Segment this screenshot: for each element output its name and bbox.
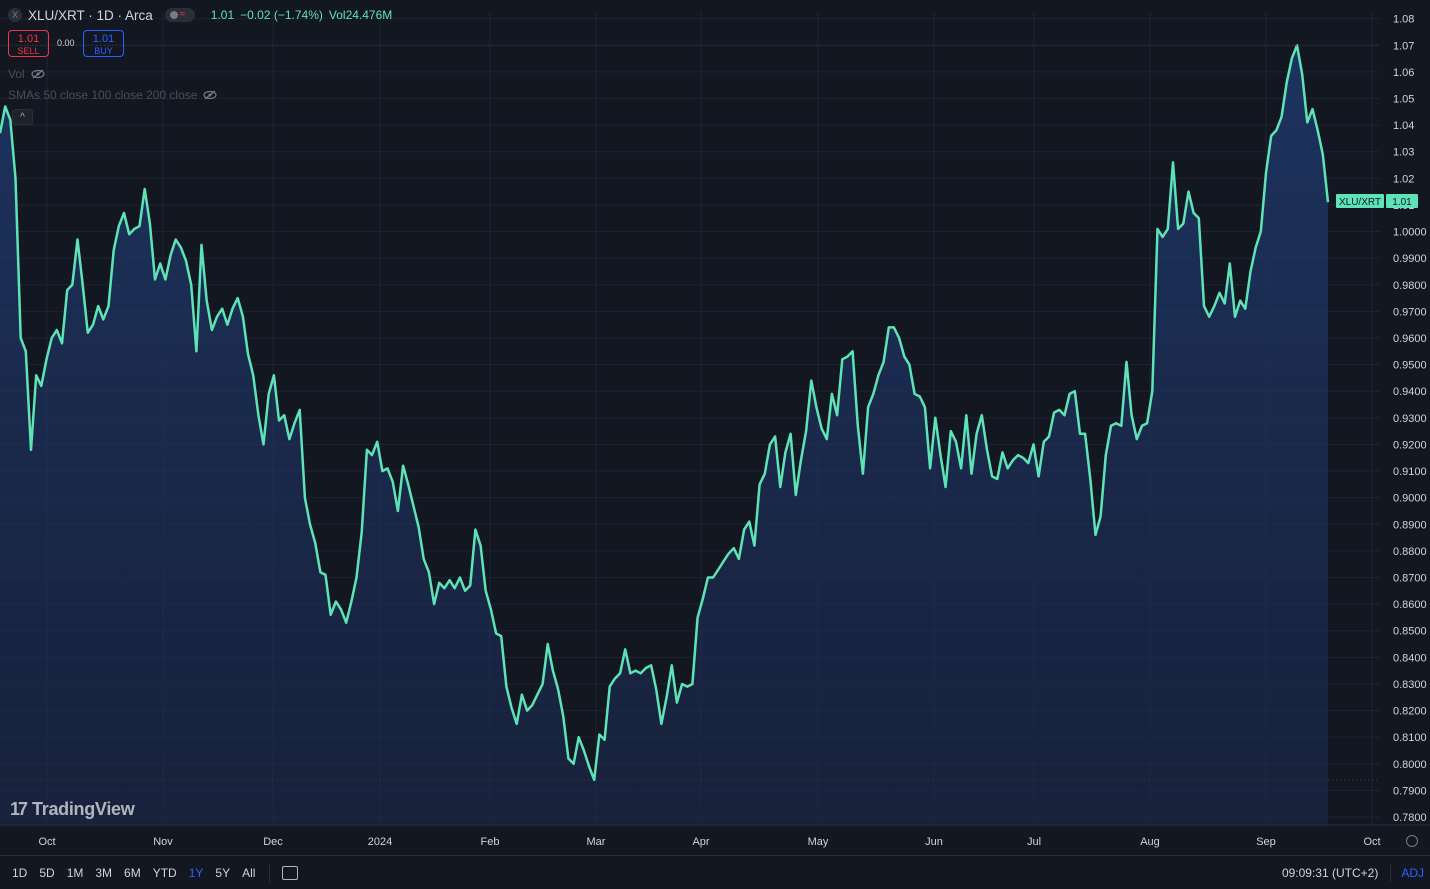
y-tick-label: 0.8500 bbox=[1393, 626, 1427, 638]
range-button-5d[interactable]: 5D bbox=[39, 865, 55, 880]
sell-price: 1.01 bbox=[17, 33, 40, 45]
buy-price: 1.01 bbox=[92, 33, 115, 45]
y-tick-label: 0.9800 bbox=[1393, 280, 1427, 292]
x-tick-label: May bbox=[808, 836, 829, 848]
x-tick-label: Aug bbox=[1140, 836, 1160, 848]
x-tick-label: Mar bbox=[587, 836, 606, 848]
data-problem-icon: ≈ bbox=[179, 9, 186, 20]
buy-button[interactable]: 1.01 BUY bbox=[83, 30, 124, 57]
indicator-smas-label: SMAs 50 close 100 close 200 close bbox=[8, 88, 198, 102]
y-tick-label: 0.9300 bbox=[1393, 413, 1427, 425]
eye-off-icon[interactable] bbox=[31, 69, 45, 79]
indicator-smas[interactable]: SMAs 50 close 100 close 200 close bbox=[8, 88, 218, 102]
range-selector: 1D 5D 1M 3M 6M YTD 1Y 5Y All bbox=[0, 866, 255, 880]
symbol-legend[interactable]: X XLU/XRT · 1D · Arca ≈ 1.01 −0.02 (−1.7… bbox=[8, 5, 392, 25]
bottom-toolbar: 1D 5D 1M 3M 6M YTD 1Y 5Y All 09:09:31 (UTC+2) AD… bbox=[0, 855, 1430, 889]
range-button-5y[interactable]: 5Y bbox=[215, 865, 231, 880]
y-tick-label: 0.9600 bbox=[1393, 333, 1427, 345]
gear-icon[interactable] bbox=[1406, 835, 1418, 847]
y-tick-label: 1.04 bbox=[1393, 120, 1414, 132]
collapse-legend-button[interactable]: ^ bbox=[12, 109, 33, 125]
indicator-vol-label: Vol bbox=[8, 67, 25, 81]
x-tick-label: Feb bbox=[481, 836, 500, 848]
y-tick-label: 0.9700 bbox=[1393, 306, 1427, 318]
x-tick-label: 2024 bbox=[368, 836, 392, 848]
y-tick-label: 0.8000 bbox=[1393, 759, 1427, 771]
range-button-ytd[interactable]: YTD bbox=[152, 865, 177, 880]
tradingview-mark-icon: 17 bbox=[10, 799, 28, 819]
x-tick-label: Apr bbox=[692, 836, 709, 848]
range-button-1m[interactable]: 1M bbox=[66, 865, 84, 880]
indicator-vol[interactable]: Vol bbox=[8, 67, 45, 81]
last-price-tag: XLU/XRT 1.01 bbox=[1336, 194, 1418, 208]
y-tick-label: 1.05 bbox=[1393, 93, 1414, 105]
x-tick-label: Oct bbox=[38, 836, 55, 848]
symbol-title[interactable]: XLU/XRT · 1D · Arca bbox=[28, 7, 153, 23]
x-tick-label: Dec bbox=[263, 836, 283, 848]
x-tick-label: Sep bbox=[1256, 836, 1276, 848]
x-tick-label: Oct bbox=[1363, 836, 1380, 848]
range-button-all[interactable]: All bbox=[242, 865, 256, 880]
range-button-6m[interactable]: 6M bbox=[124, 865, 141, 880]
y-tick-label: 0.7800 bbox=[1393, 812, 1427, 824]
x-tick-label: Jun bbox=[925, 836, 943, 848]
price-area-fill bbox=[0, 45, 1328, 826]
y-tick-label: 0.9100 bbox=[1393, 466, 1427, 478]
y-tick-label: 0.8100 bbox=[1393, 732, 1427, 744]
chevron-up-icon: ^ bbox=[20, 111, 25, 123]
y-tick-label: 0.8300 bbox=[1393, 679, 1427, 691]
eye-off-icon[interactable] bbox=[203, 90, 218, 100]
price-tag-value-bg bbox=[1386, 194, 1418, 208]
spread-value: 0.00 bbox=[57, 38, 75, 48]
x-tick-label: Nov bbox=[153, 836, 173, 848]
y-tick-label: 0.8600 bbox=[1393, 599, 1427, 611]
time-axis[interactable]: Oct Nov Dec 2024 Feb Mar Apr May Jun Jul Aug Sep Oct bbox=[38, 836, 1380, 848]
adj-toggle[interactable]: ADJ bbox=[1390, 863, 1424, 882]
y-tick-label: 0.9900 bbox=[1393, 253, 1427, 265]
divider bbox=[269, 863, 271, 882]
range-button-3m[interactable]: 3M bbox=[95, 865, 113, 880]
market-dot-icon bbox=[169, 11, 178, 19]
y-tick-label: 1.06 bbox=[1393, 67, 1414, 79]
price-tag-symbol-bg bbox=[1336, 194, 1384, 208]
symbol-logo-icon: X bbox=[8, 8, 22, 22]
x-tick-label: Jul bbox=[1027, 836, 1041, 848]
price-axis[interactable]: 1.08 1.07 1.06 1.05 1.04 1.03 1.02 1.01 1.0000 0.… bbox=[1393, 14, 1427, 824]
y-tick-label: 0.8800 bbox=[1393, 546, 1427, 558]
price-tag-value: 1.01 bbox=[1392, 197, 1412, 208]
calendar-icon[interactable] bbox=[282, 865, 299, 880]
y-tick-label: 0.8900 bbox=[1393, 519, 1427, 531]
y-tick-label: 0.9000 bbox=[1393, 493, 1427, 505]
price-tag-symbol: XLU/XRT bbox=[1339, 197, 1381, 208]
price-change: −0.02 (−1.74%) bbox=[240, 8, 323, 22]
y-tick-label: 1.07 bbox=[1393, 40, 1414, 52]
y-tick-label: 0.9500 bbox=[1393, 360, 1427, 372]
volume-value: Vol24.476M bbox=[328, 8, 393, 22]
y-tick-label: 0.9400 bbox=[1393, 386, 1427, 398]
y-tick-label: 1.08 bbox=[1393, 14, 1414, 26]
y-tick-label: 1.03 bbox=[1393, 147, 1414, 159]
range-button-1d[interactable]: 1D bbox=[12, 865, 28, 880]
range-button-1y[interactable]: 1Y bbox=[188, 865, 204, 880]
y-tick-label: 0.8700 bbox=[1393, 573, 1427, 585]
tradingview-logo[interactable]: 17 TradingView bbox=[10, 799, 135, 820]
sell-button[interactable]: 1.01 SELL bbox=[8, 30, 49, 57]
price-line bbox=[0, 44, 1330, 782]
last-price: 1.01 bbox=[210, 8, 235, 22]
clock-timezone[interactable]: 09:09:31 (UTC+2) bbox=[1281, 865, 1379, 880]
y-tick-label: 0.7900 bbox=[1393, 785, 1427, 797]
y-tick-label: 0.8200 bbox=[1393, 706, 1427, 718]
sell-label: SELL bbox=[17, 46, 40, 56]
y-tick-label: 1.02 bbox=[1393, 173, 1414, 185]
buy-label: BUY bbox=[94, 46, 113, 56]
y-tick-label: 0.9200 bbox=[1393, 439, 1427, 451]
tradingview-wordmark: TradingView bbox=[32, 799, 135, 819]
market-status-badge[interactable]: ≈ bbox=[164, 8, 195, 22]
y-tick-label: 1.0000 bbox=[1393, 227, 1427, 239]
y-tick-label: 0.8400 bbox=[1393, 652, 1427, 664]
